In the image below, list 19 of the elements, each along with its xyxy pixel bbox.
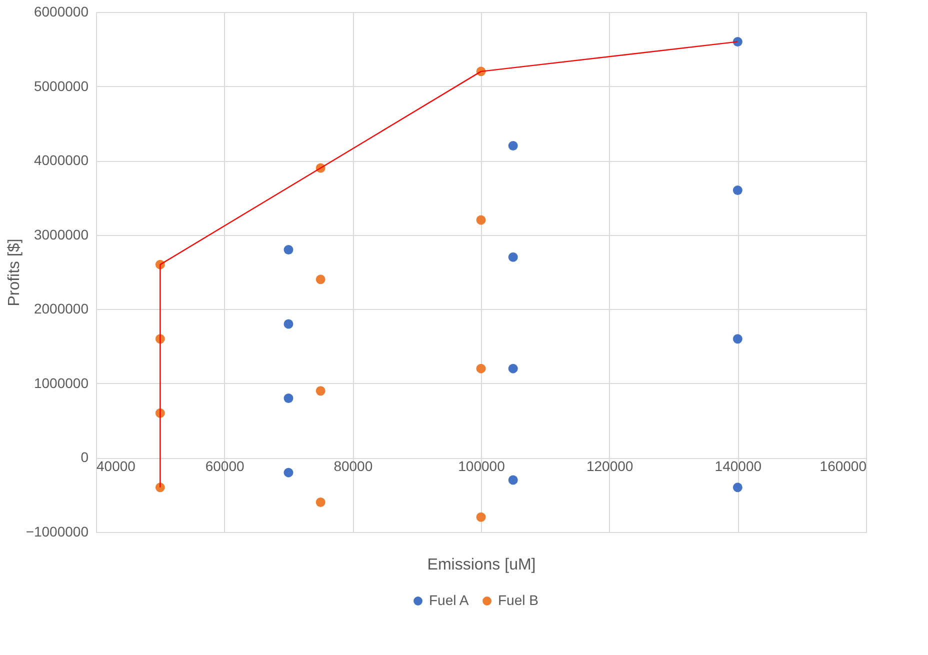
x-tick-label: 40000 xyxy=(96,458,136,474)
x-tick-label: 60000 xyxy=(205,458,245,474)
x-axis-title: Emissions [uM] xyxy=(427,556,536,574)
y-tick-label: 2000000 xyxy=(34,300,89,317)
x-tick-label: 100000 xyxy=(458,458,506,474)
x-tick-label: 140000 xyxy=(714,458,762,474)
y-tick-label: 6000000 xyxy=(34,4,89,20)
y-tick-label: 1000000 xyxy=(34,374,89,391)
y-tick-label: 4000000 xyxy=(34,152,89,168)
legend-label: Fuel A xyxy=(429,592,470,608)
y-tick-label: 5000000 xyxy=(34,78,89,94)
y-tick-label: −1000000 xyxy=(26,524,89,540)
x-tick-label: 80000 xyxy=(334,458,373,474)
x-tick-label: 120000 xyxy=(586,458,634,474)
y-axis-title: Profits [$] xyxy=(6,238,23,306)
legend-label: Fuel B xyxy=(498,592,538,608)
y-tick-label: 0 xyxy=(80,449,89,466)
y-tick-label: 3000000 xyxy=(34,226,89,242)
x-tick-label: 160000 xyxy=(820,458,867,474)
